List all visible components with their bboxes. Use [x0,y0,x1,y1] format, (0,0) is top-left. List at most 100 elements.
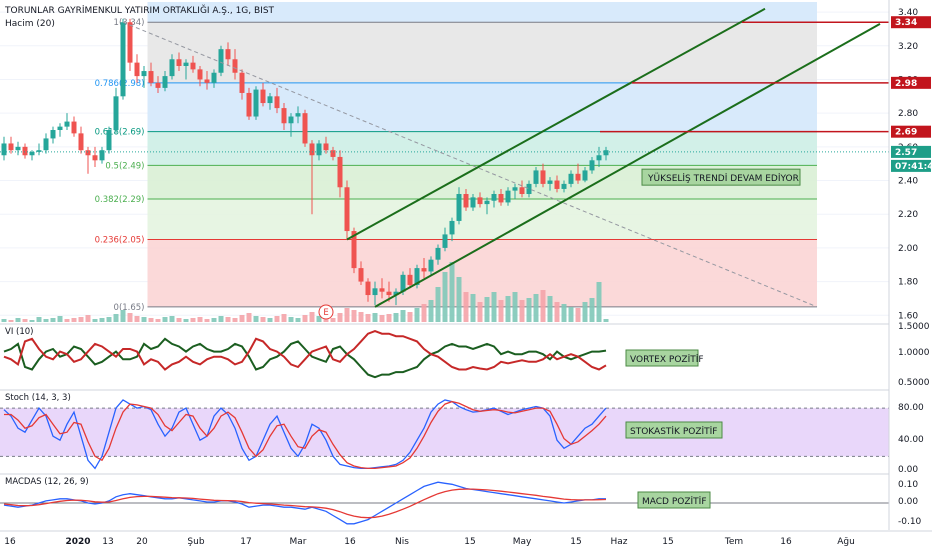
volume-bar [365,314,371,322]
indicator-line [3,488,607,519]
candle-body [85,150,91,156]
candle-body [78,133,84,151]
indicator-line [3,399,607,470]
volume-bar [351,310,357,322]
indicator-line [4,400,607,470]
candle-body [134,62,140,77]
time-tick-label: 15 [570,537,581,547]
candle-body [29,151,35,156]
candle-body [302,113,308,144]
candle-body [337,156,343,188]
channel-upper-line [346,7,766,241]
volume-bar [71,318,77,322]
time-tick-label: 13 [102,537,113,547]
volume-bar [225,317,231,322]
time-tick-label: 16 [4,537,16,547]
candle-body [358,268,364,282]
candle-body [540,170,546,184]
volume-bar [148,318,154,322]
volume-bar [295,318,301,322]
fib-level-label: 0.382(2.29) [95,195,145,205]
volume-bar [337,313,343,322]
candle-body [568,173,574,184]
candle-body [148,71,154,83]
candle-body [183,62,189,66]
candle-body [596,155,602,161]
volume-bar [232,318,238,322]
volume-bar [281,314,287,322]
candle-body [246,92,252,117]
candle-body [414,268,420,285]
indicator-note-text: MACD POZİTİF [642,496,707,507]
volume-bar [29,320,35,322]
candle-body [344,187,350,232]
candle-body [491,194,497,201]
stoch-band [0,408,889,457]
price-marker-text: 2.69 [895,128,917,138]
price-marker-text: 07:41:49 [895,162,932,172]
volume-bar [498,300,504,322]
candle-body [15,146,21,151]
volume-label: Hacim (20) [5,19,55,29]
candle-body [407,274,413,285]
volume-bar [169,316,175,322]
volume-bar [134,316,140,322]
volume-bar [141,317,147,322]
candle-body [505,190,511,203]
price-tick-label: 3.40 [898,8,918,18]
volume-bar [407,312,413,322]
price-marker-tag [891,159,931,172]
candle-body [225,49,231,60]
fib-zone-ext [147,2,817,23]
time-tick-label: Nis [395,537,409,547]
volume-bar [190,318,196,322]
candle-body [435,247,441,260]
volume-bar [36,317,42,322]
indicator-note-box [625,421,723,439]
time-tick-label: 17 [240,537,251,547]
candle-body [204,79,210,83]
volume-bar [547,296,553,322]
volume-bar [463,292,469,322]
volume-bar [50,318,56,322]
candle-body [274,96,280,109]
price-tick-label: 2.20 [898,210,918,220]
trend-note-text: YÜKSELİŞ TRENDİ DEVAM EDİYOR [647,173,799,184]
price-marker-tag [891,145,931,158]
candle-body [470,197,476,208]
volume-bar [1,319,7,322]
volume-bar [246,313,252,322]
trend-drawings: YÜKSELİŞ TRENDİ DEVAM EDİYOR E [0,7,889,320]
volume-bar [456,277,462,322]
price-tick-label: 2.40 [898,177,918,187]
time-tick-label: 20 [136,537,148,547]
candle-body [372,288,378,296]
volume-bar [302,315,308,322]
indicator-note-box [637,491,711,509]
volume-bar [204,319,210,322]
volume-bar [421,304,427,322]
candle-body [484,200,490,205]
volume-bar [8,320,14,322]
volume-bar [15,318,21,322]
price-marker-text: 2.57 [895,148,917,158]
candle-body [239,72,245,93]
indicator-tick-label: 0.00 [898,497,918,507]
volume-bar [449,262,455,322]
candle-body [386,291,392,296]
volume-bar [99,318,105,322]
indicator-tick-label: 1.5000 [898,322,930,332]
candle-body [575,173,581,181]
volume-bar [400,310,406,322]
time-tick-label: Ağu [837,537,855,547]
fib-zone [147,82,817,132]
fib-level-label: 0(1.65) [114,303,145,313]
candle-body [442,234,448,248]
candle-body [428,259,434,272]
time-tick-label: Haz [610,537,627,547]
volume-bar [582,302,588,322]
candle-body [449,220,455,235]
candle-body [162,76,168,88]
candle-body [554,180,560,189]
volume-bar [127,313,133,322]
